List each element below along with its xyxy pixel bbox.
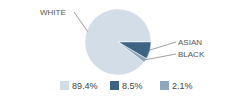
pie: WHITE ASIAN BLACK bbox=[40, 8, 205, 75]
legend-item: 8.5% bbox=[110, 81, 143, 91]
pie-slice bbox=[118, 42, 146, 62]
legend-item: 89.4% bbox=[60, 81, 98, 91]
pie-slice bbox=[85, 9, 151, 75]
chart: WHITE ASIAN BLACK 89.4% 8.5% 2.1% bbox=[0, 0, 240, 100]
slice-label: WHITE bbox=[40, 8, 66, 17]
legend-label: 89.4% bbox=[72, 81, 98, 91]
pie-slice bbox=[118, 42, 151, 59]
legend-label: 2.1% bbox=[172, 81, 193, 91]
leader-line bbox=[74, 12, 88, 32]
legend-item: 2.1% bbox=[160, 81, 193, 91]
slice-label: ASIAN bbox=[178, 38, 202, 47]
legend-swatch bbox=[160, 81, 169, 90]
leader-line bbox=[144, 54, 176, 60]
leader-line bbox=[149, 42, 176, 50]
legend-swatch bbox=[110, 81, 119, 90]
slice-label: BLACK bbox=[178, 50, 205, 59]
legend-label: 8.5% bbox=[122, 81, 143, 91]
legend-swatch bbox=[60, 81, 69, 90]
legend: 89.4% 8.5% 2.1% bbox=[60, 81, 193, 91]
